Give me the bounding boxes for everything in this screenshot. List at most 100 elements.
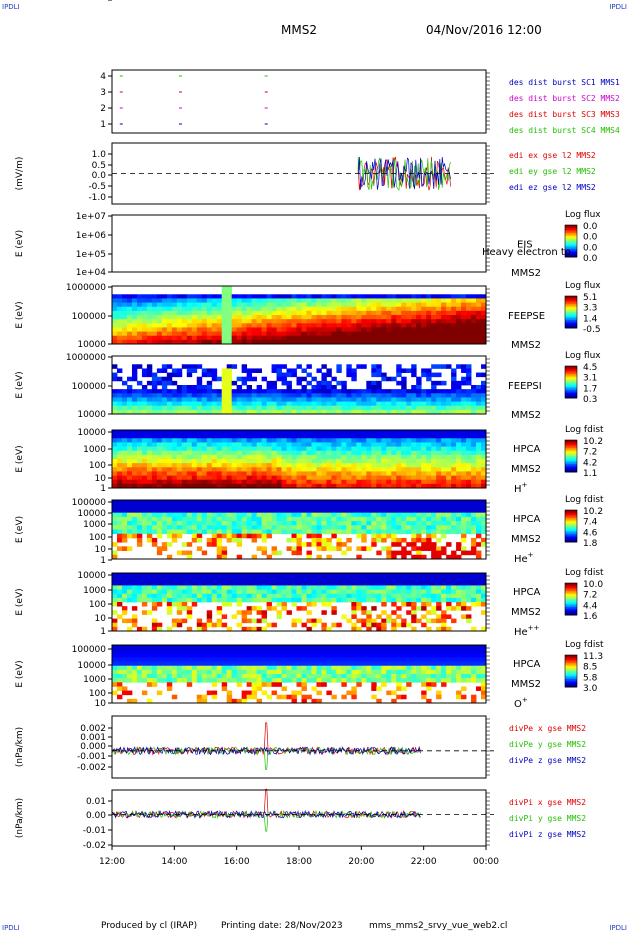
spectrogram-cell [251, 669, 258, 675]
y-tick-label: 1000 [83, 520, 106, 530]
spectrogram-cell [166, 645, 173, 650]
spectrogram-cell [121, 521, 128, 526]
spectrogram-cell [131, 698, 138, 704]
spectrogram-cell [481, 525, 487, 530]
spectrogram-cell [296, 335, 302, 341]
spectrogram-cell [446, 401, 452, 407]
spectrogram-cell [126, 516, 133, 522]
spectrogram-cell [276, 694, 282, 700]
spectrogram-cell [341, 516, 347, 522]
colorbar-step [565, 304, 577, 307]
spectrogram-cell [311, 597, 317, 603]
spectrogram-cell [406, 306, 412, 312]
spectrogram-cell [471, 573, 477, 578]
spectrogram-cell [116, 682, 123, 687]
spectrogram-cell [266, 315, 272, 320]
spectrogram-cell [211, 529, 218, 535]
spectrogram-cell [211, 405, 218, 411]
spectrogram-cell [451, 459, 457, 464]
spectrogram-cell [261, 512, 267, 518]
spectrogram-cell [126, 690, 133, 696]
spectrogram-cell [241, 661, 248, 667]
spectrogram-cell [396, 397, 402, 402]
colorbar-step [565, 467, 577, 470]
spectrogram-cell [256, 653, 262, 658]
spectrogram-cell [396, 339, 402, 345]
spectrogram-cell [206, 405, 213, 411]
spectrogram-cell [276, 504, 282, 509]
spectrogram-cell [216, 405, 223, 411]
spectrogram-cell [141, 653, 148, 658]
spectrogram-cell [176, 521, 183, 526]
species-label: He+ [514, 551, 534, 565]
spectrogram-cell [301, 409, 307, 415]
spectrogram-cell [236, 665, 243, 671]
spectrogram-cell [326, 467, 332, 472]
spectrogram-cell [176, 405, 183, 411]
spectrogram-cell [151, 521, 158, 526]
spectrogram-cell [436, 529, 442, 535]
spectrogram-cell [291, 335, 297, 341]
spectrogram-cell [186, 649, 193, 654]
spectrogram-cell [221, 380, 228, 386]
spectrogram-cell [291, 430, 297, 435]
spectrogram-cell [456, 500, 462, 505]
spectrogram-cell [216, 298, 223, 303]
spectrogram-cell [301, 405, 307, 411]
spectrogram-cell [361, 512, 367, 518]
spectrogram-cell [401, 471, 407, 476]
spectrogram-cell [131, 397, 138, 402]
spectrogram-cell [406, 310, 412, 316]
spectrogram-cell [116, 614, 123, 619]
spectrogram-cell [436, 339, 442, 345]
spectrogram-cell [326, 302, 332, 308]
spectrogram-cell [401, 385, 407, 390]
spectrogram-cell [456, 442, 462, 447]
spectrogram-cell [416, 459, 422, 464]
spectrogram-cell [276, 661, 282, 667]
spectrogram-cell [291, 618, 297, 624]
spectrogram-cell [166, 430, 173, 435]
spectrogram-cell [386, 405, 392, 411]
colorbar-tick: 1.8 [583, 539, 598, 549]
spectrogram-cell [316, 463, 322, 468]
spectrogram-cell [446, 442, 452, 447]
spectrogram-cell [146, 339, 153, 345]
spectrogram-cell [436, 479, 442, 485]
spectrogram-cell [196, 581, 203, 586]
spectrogram-cell [381, 533, 387, 539]
spectrogram-cell [131, 442, 138, 447]
spectrogram-cell [261, 690, 267, 696]
spectrogram-cell [246, 645, 253, 650]
spectrogram-cell [291, 319, 297, 324]
spectrogram-cell [296, 459, 302, 464]
spectrogram-cell [476, 508, 482, 514]
spectrogram-cell [171, 593, 178, 599]
colorbar-step [565, 540, 577, 543]
spectrogram-cell [231, 438, 238, 443]
spectrogram-cell [416, 446, 422, 452]
spectrogram-cell [331, 319, 337, 324]
spectrogram-cell [186, 508, 193, 514]
spectrogram-cell [201, 405, 208, 411]
spectrogram-cell [331, 483, 337, 489]
spectrogram-cell [131, 430, 138, 435]
spectrogram-cell [356, 319, 362, 324]
spectrogram-cell [266, 665, 272, 671]
spectrogram-cell [226, 450, 233, 456]
spectrogram-cell [141, 315, 148, 320]
spectrogram-cell [356, 597, 362, 603]
spectrogram-cell [221, 389, 228, 394]
spectrogram-cell [281, 409, 287, 415]
spectrogram-cell [236, 597, 243, 603]
spectrogram-cell [216, 446, 223, 452]
spectrogram-cell [276, 446, 282, 452]
spectrogram-cell [216, 327, 223, 332]
spectrogram-cell [181, 294, 188, 299]
spectrogram-cell [441, 430, 447, 435]
spectrogram-cell [251, 368, 258, 373]
spectrogram-cell [456, 463, 462, 468]
spectrogram-cell [351, 585, 357, 590]
spectrogram-cell [441, 335, 447, 341]
spectrogram-cell [186, 669, 193, 675]
